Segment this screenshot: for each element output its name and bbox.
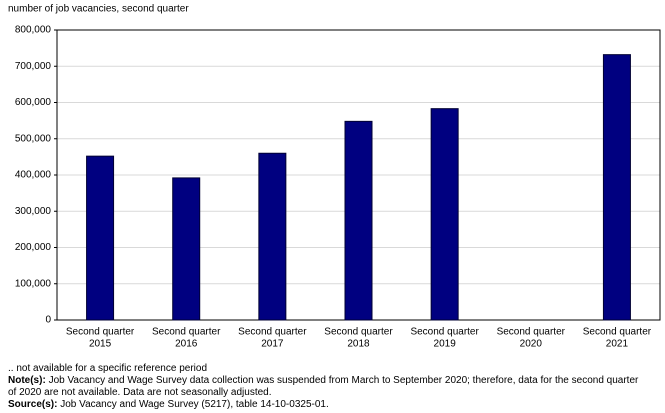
- y-axis-label: number of job vacancies, second quarter: [8, 4, 189, 15]
- bar: [602, 54, 631, 321]
- y-tick-label: 800,000: [15, 25, 52, 36]
- notes-text: Job Vacancy and Wage Survey data collect…: [8, 375, 639, 398]
- x-tick-label: Second quarter: [152, 327, 221, 338]
- y-tick-label: 100,000: [15, 278, 52, 289]
- y-tick-label: 400,000: [15, 170, 52, 181]
- y-tick-label: 700,000: [15, 61, 52, 72]
- x-tick-label: 2017: [261, 339, 284, 350]
- x-tick-label: Second quarter: [238, 327, 307, 338]
- x-tick-label: 2019: [434, 339, 457, 350]
- x-tick-label: Second quarter: [583, 327, 652, 338]
- x-tick-label: 2021: [606, 339, 629, 350]
- source-label: Source(s):: [8, 399, 58, 410]
- x-tick-label: Second quarter: [324, 327, 393, 338]
- bar: [344, 120, 373, 321]
- notes-label: Note(s):: [8, 375, 46, 386]
- x-tick-label: Second quarter: [497, 327, 566, 338]
- x-tick-label: Second quarter: [66, 327, 135, 338]
- symbol-note: .. not available for a specific referenc…: [8, 363, 207, 374]
- bar: [172, 177, 201, 321]
- footer: .. not available for a specific referenc…: [8, 363, 648, 411]
- chart: number of job vacancies, second quarter …: [8, 4, 661, 350]
- x-tick-label: 2015: [89, 339, 112, 350]
- bar: [86, 155, 115, 321]
- x-tick-label: Second quarter: [410, 327, 479, 338]
- y-tick-label: 300,000: [15, 206, 52, 217]
- x-tick-label: 2018: [347, 339, 370, 350]
- notes: Note(s): Job Vacancy and Wage Survey dat…: [8, 375, 648, 399]
- bar: [258, 152, 287, 321]
- y-tick-label: 500,000: [15, 133, 52, 144]
- source-text: Job Vacancy and Wage Survey (5217), tabl…: [60, 399, 329, 410]
- x-tick-label: 2016: [175, 339, 198, 350]
- x-tick-label: 2020: [520, 339, 543, 350]
- source: Source(s): Job Vacancy and Wage Survey (…: [8, 399, 648, 411]
- y-tick-label: 0: [45, 315, 51, 326]
- y-tick-label: 600,000: [15, 97, 52, 108]
- y-tick-label: 200,000: [15, 242, 52, 253]
- bar: [430, 108, 459, 321]
